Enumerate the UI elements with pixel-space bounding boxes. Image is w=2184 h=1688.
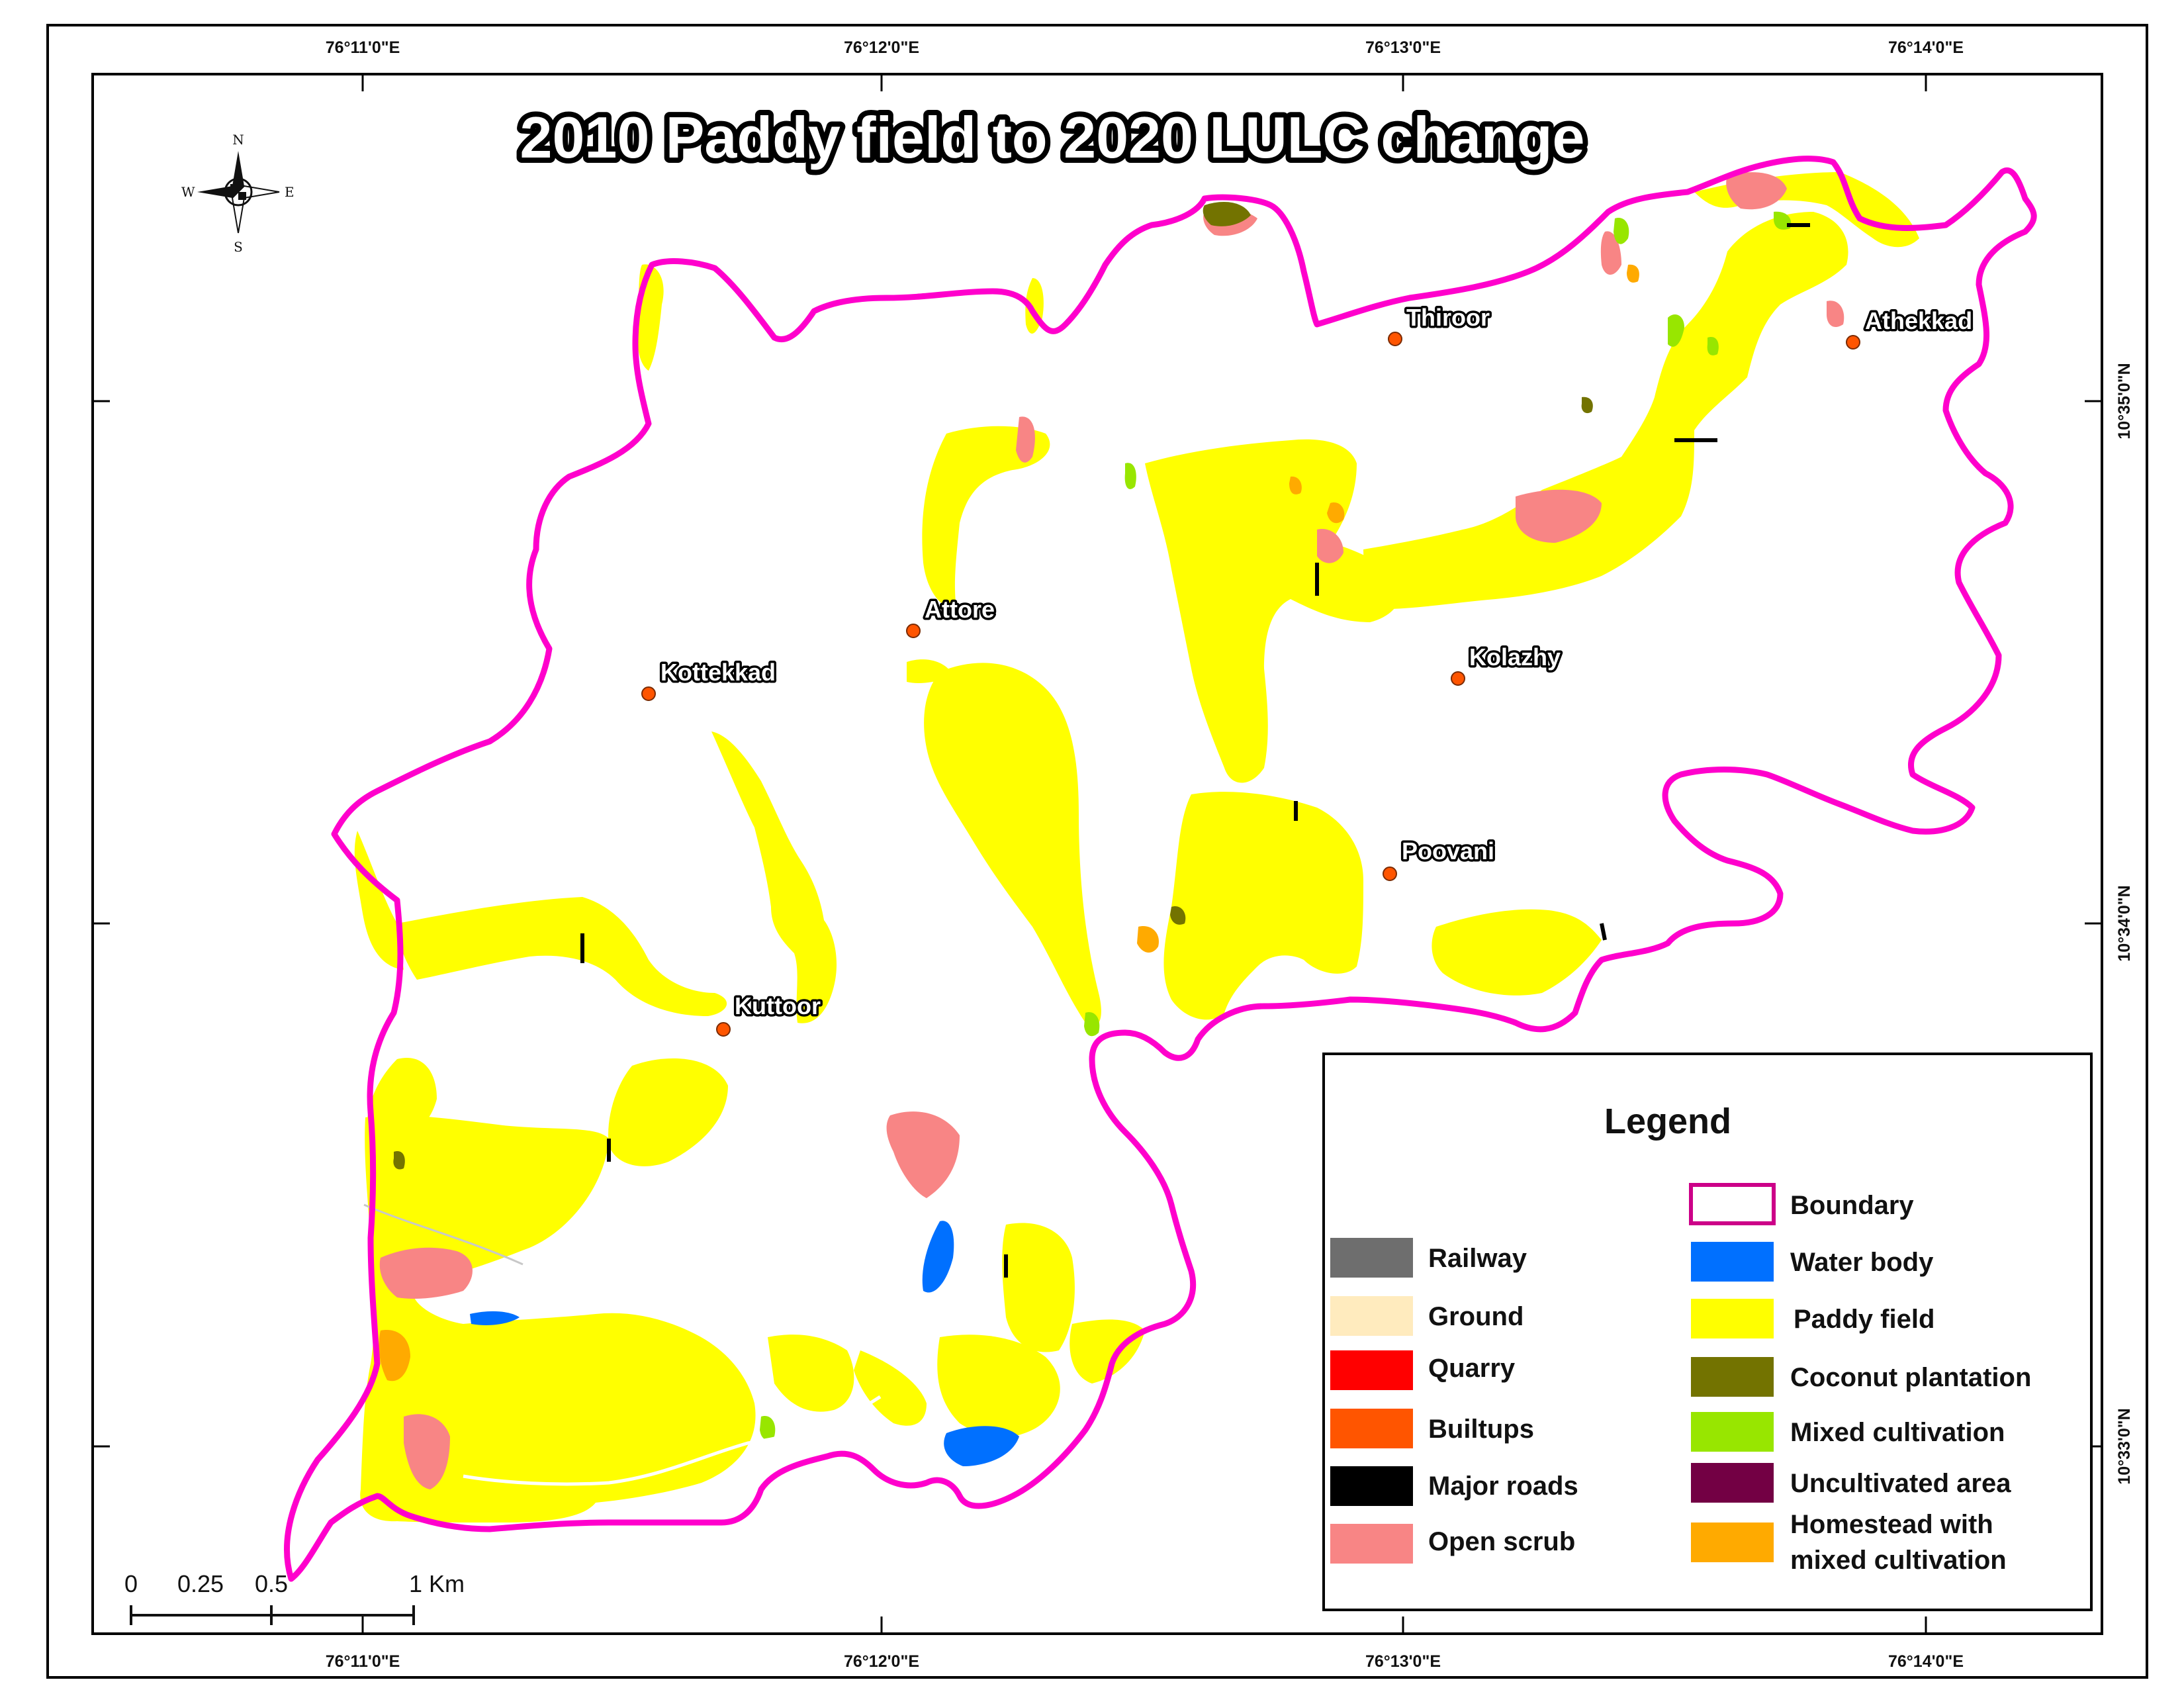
graticule-bottom-labels: 76°11'0"E 76°12'0"E 76°13'0"E 76°14'0"E: [326, 1652, 1964, 1671]
legend-swatch-paddy-field: [1691, 1299, 1774, 1338]
legend-swatch-open-scrub: [1330, 1524, 1413, 1564]
legend-label-ground: Ground: [1428, 1302, 1524, 1331]
place-dot-poovani: [1383, 867, 1397, 881]
legend-swatch-major-roads: [1330, 1466, 1413, 1506]
river-line: [463, 1395, 882, 1486]
bottom-tick-label: 76°12'0"E: [844, 1652, 919, 1671]
legend-label-paddy-field: Paddy field: [1794, 1305, 1934, 1334]
legend: Legend Railway Ground Quarry Builtups Ma…: [1322, 1053, 2093, 1611]
legend-swatch-builtups: [1330, 1409, 1413, 1448]
legend-swatch-uncultivated-area: [1691, 1463, 1774, 1503]
legend-swatch-homestead: [1691, 1523, 1774, 1562]
legend-label-mixed-cultivation: Mixed cultivation: [1790, 1418, 2005, 1447]
legend-left-column: Railway Ground Quarry Builtups Major roa…: [1330, 1238, 1578, 1564]
legend-label-uncultivated-area: Uncultivated area: [1790, 1469, 2011, 1498]
coconut-plantation-areas: [393, 202, 1593, 1170]
water-body-areas: [470, 1221, 1019, 1466]
legend-label-homestead-line2: mixed cultivation: [1790, 1546, 2007, 1575]
place-label-kolazhy: Kolazhy: [1469, 643, 1561, 671]
place-dot-thiroor: [1388, 332, 1402, 346]
scale-label: 0.5: [255, 1570, 288, 1597]
legend-label-water-body: Water body: [1790, 1248, 1934, 1277]
graticule-top-labels: 76°11'0"E 76°12'0"E 76°13'0"E 76°14'0"E: [326, 38, 1964, 57]
place-label-kottekkad: Kottekkad: [660, 659, 776, 686]
map-title: 2010 Paddy field to 2020 LULC change: [520, 105, 1585, 170]
legend-swatch-quarry: [1330, 1350, 1413, 1390]
scale-label: 0: [124, 1570, 138, 1597]
top-tick-label: 76°13'0"E: [1365, 38, 1441, 57]
graticule-right-labels: 10°35'0"N 10°34'0"N 10°33'0"N: [2115, 363, 2134, 1484]
legend-swatch-mixed-cultivation: [1691, 1412, 1774, 1452]
legend-label-homestead-line1: Homestead with: [1790, 1510, 1993, 1539]
place-dot-kottekkad: [641, 686, 656, 701]
place-label-athekkad: Athekkad: [1865, 307, 1972, 334]
legend-label-builtups: Builtups: [1428, 1415, 1534, 1444]
top-tick-label: 76°11'0"E: [326, 38, 400, 57]
place-label-kuttoor: Kuttoor: [735, 992, 821, 1019]
south-label: S: [234, 239, 243, 255]
legend-label-quarry: Quarry: [1428, 1354, 1516, 1383]
homestead-areas: [379, 264, 1639, 1382]
legend-label-railway: Railway: [1428, 1244, 1527, 1273]
place-markers: [641, 332, 1860, 1037]
mixed-cultivation-areas: [760, 211, 1792, 1440]
legend-swatch-railway: [1330, 1238, 1413, 1278]
outer-frame: [46, 24, 2148, 1679]
bottom-tick-label: 76°13'0"E: [1365, 1652, 1441, 1671]
place-label-thiroor: Thiroor: [1406, 304, 1490, 331]
bottom-tick-label: 76°11'0"E: [326, 1652, 400, 1671]
place-label-poovani: Poovani: [1402, 837, 1494, 865]
north-arrow: N S E W: [181, 132, 295, 255]
legend-swatch-coconut-plantation: [1691, 1357, 1774, 1397]
legend-right-column: Boundary Water body Paddy field Coconut …: [1689, 1183, 2031, 1575]
legend-title: Legend: [1604, 1102, 1731, 1141]
top-tick-label: 76°14'0"E: [1888, 38, 1964, 57]
study-area-boundary: [284, 156, 2037, 1582]
place-dot-kolazhy: [1451, 671, 1465, 686]
north-label: N: [232, 132, 244, 148]
paddy-field-areas: [354, 172, 1919, 1523]
north-arrow-icon: [232, 151, 244, 192]
right-tick-label: 10°34'0"N: [2115, 885, 2134, 961]
place-labels: Thiroor Athekkad Attore Kottekkad Kolazh…: [659, 302, 1975, 1022]
west-label: W: [181, 184, 195, 200]
east-label: E: [285, 184, 295, 200]
graticule-ticks: [93, 74, 2102, 1634]
legend-swatch-boundary: [1689, 1183, 1776, 1225]
legend-label-open-scrub: Open scrub: [1428, 1527, 1575, 1556]
scale-bar: 0 0.25 0.5 1 Km: [124, 1570, 465, 1625]
top-tick-label: 76°12'0"E: [844, 38, 919, 57]
place-dot-kuttoor: [716, 1022, 731, 1037]
legend-label-coconut-plantation: Coconut plantation: [1790, 1363, 2031, 1392]
right-tick-label: 10°33'0"N: [2115, 1408, 2134, 1484]
place-dot-attore: [906, 624, 921, 638]
right-tick-label: 10°35'0"N: [2115, 363, 2134, 439]
legend-label-major-roads: Major roads: [1428, 1472, 1578, 1501]
legend-swatch-water-body: [1691, 1242, 1774, 1282]
map-frame: [91, 73, 2103, 1635]
bottom-tick-label: 76°14'0"E: [1888, 1652, 1964, 1671]
place-dot-athekkad: [1846, 335, 1860, 350]
major-roads: [580, 223, 1810, 1278]
railway-line: [363, 1203, 523, 1266]
scale-label: 1 Km: [409, 1570, 465, 1597]
scale-label: 0.25: [177, 1570, 224, 1597]
legend-swatch-ground: [1330, 1296, 1413, 1336]
legend-label-boundary: Boundary: [1790, 1191, 1914, 1220]
place-label-attore: Attore: [925, 596, 995, 623]
